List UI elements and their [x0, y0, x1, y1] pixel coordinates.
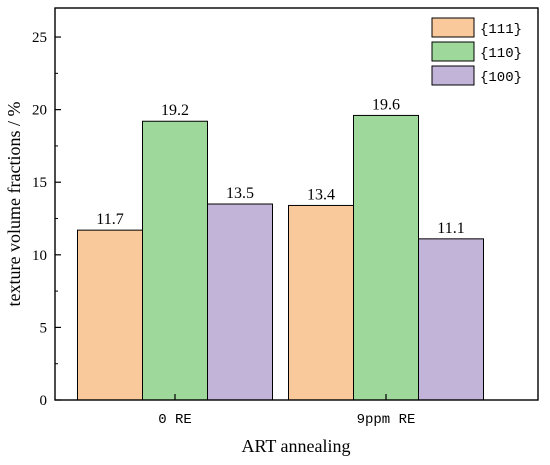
y-tick-label: 10: [32, 248, 47, 264]
data-label: 19.6: [372, 96, 400, 113]
data-label: 19.2: [161, 102, 189, 119]
y-tick-label: 5: [40, 320, 48, 336]
legend-label: {110}: [480, 46, 522, 62]
axis-layer: 0 5 10 15 20 25 0 RE 9ppm RE: [32, 30, 415, 428]
bar-111-0-re: [77, 229, 143, 401]
bar-110-9ppm-re: [353, 114, 419, 401]
data-labels-layer: 11.7 13.4 19.2 19.6 13.5 11.1: [96, 96, 464, 236]
x-tick-label: 0 RE: [158, 412, 192, 428]
bar-100-9ppm-re: [418, 238, 484, 401]
bar-100-0-re: [207, 203, 273, 401]
y-tick-label: 25: [32, 30, 47, 46]
x-tick-label: 9ppm RE: [357, 412, 416, 428]
plot-frame: [54, 7, 539, 401]
legend: {111} {110} {100}: [431, 17, 522, 86]
data-label: 13.4: [307, 186, 335, 203]
legend-label: {111}: [480, 22, 522, 38]
data-label: 11.1: [437, 220, 464, 237]
bar-111-9ppm-re: [288, 204, 354, 401]
y-axis-title: texture volume fractions / %: [4, 102, 24, 307]
y-tick-label: 0: [40, 393, 48, 409]
legend-label: {100}: [480, 70, 522, 86]
x-axis-title: ART annealing: [241, 436, 350, 456]
bar-110-0-re: [142, 120, 208, 401]
y-tick-label: 20: [32, 103, 47, 119]
legend-swatch: [431, 41, 475, 62]
data-label: 13.5: [226, 185, 254, 202]
legend-swatch: [431, 65, 475, 86]
y-tick-label: 15: [32, 175, 47, 191]
legend-swatch: [431, 17, 475, 38]
bars-layer: [77, 114, 484, 401]
data-label: 11.7: [96, 211, 123, 228]
